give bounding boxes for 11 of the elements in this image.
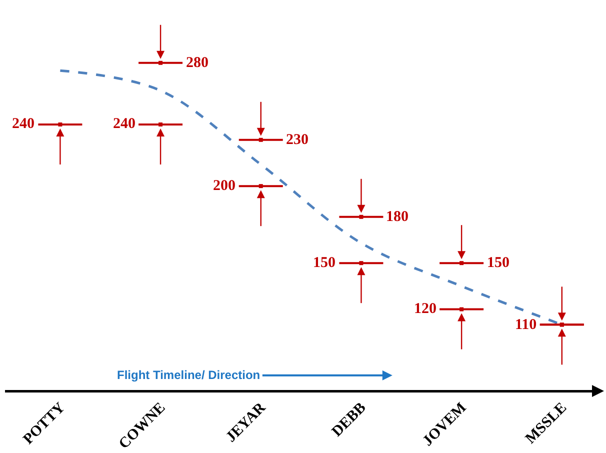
text: Flight Timeline/ Direction bbox=[117, 368, 260, 382]
data-label: 280 bbox=[186, 55, 208, 71]
data-label: 230 bbox=[286, 132, 308, 148]
data-label: 150 bbox=[313, 255, 336, 271]
data-label: 120 bbox=[414, 301, 436, 317]
data-label: 240 bbox=[113, 116, 136, 132]
data-label: 180 bbox=[386, 209, 408, 225]
data-label: 110 bbox=[515, 317, 537, 333]
data-label: 200 bbox=[213, 178, 236, 194]
data-label: 240 bbox=[12, 116, 34, 132]
data-label: 150 bbox=[487, 255, 510, 271]
